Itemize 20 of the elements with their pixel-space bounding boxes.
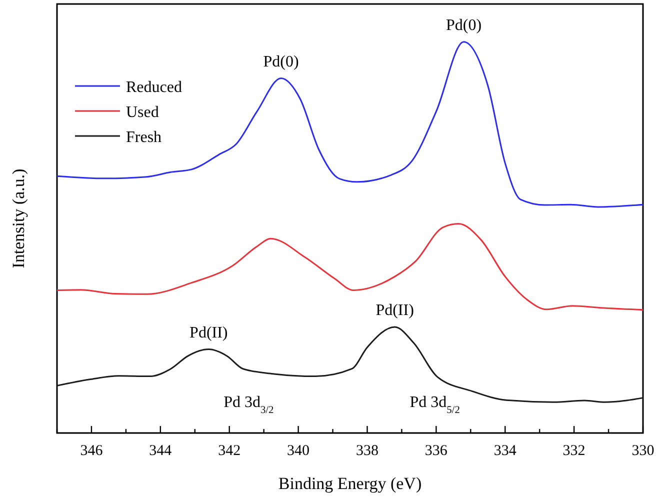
legend-label: Reduced [126,79,182,96]
legend-label: Used [126,104,159,121]
annotation: Pd(0) [263,53,299,70]
x-tick-label: 344 [149,443,172,459]
x-tick-label: 336 [424,443,448,459]
annotation: Pd 3d$_{3/2}$ [224,394,274,416]
x-axis-title: Binding Energy (eV) [278,474,422,493]
y-axis-title: Intensity (a.u.) [9,168,28,268]
x-tick-label: 332 [562,443,586,459]
x-tick-label: 340 [287,443,310,459]
x-tick-label: 342 [218,443,241,459]
annotation: Pd(II) [376,302,414,320]
annotation: Pd 3d$_{5/2}$ [410,394,460,416]
x-tick-label: 330 [632,443,654,459]
x-tick-label: 346 [80,443,104,459]
legend-label: Fresh [126,129,162,146]
x-tick-label: 338 [356,443,378,459]
annotation: Pd(0) [446,16,482,34]
annotation: Pd(II) [190,324,228,342]
x-tick-label: 334 [494,443,517,459]
